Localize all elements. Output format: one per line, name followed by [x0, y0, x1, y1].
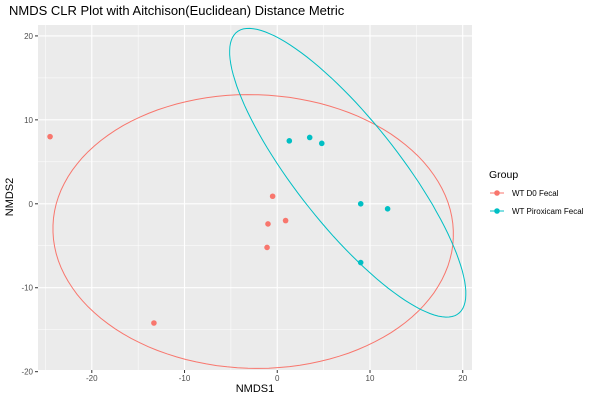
- data-point: [47, 133, 53, 140]
- legend-label: WT D0 Fecal: [512, 189, 559, 198]
- x-tick-label: 10: [366, 374, 375, 383]
- data-point: [282, 217, 289, 224]
- x-tick-label: 0: [275, 374, 280, 383]
- x-tick-label: 20: [458, 374, 467, 383]
- grid-major: [38, 25, 472, 373]
- legend-item: WT Piroxicam Fecal: [490, 207, 584, 216]
- confidence-ellipse: [229, 27, 467, 318]
- x-axis-title: NMDS1: [236, 383, 275, 395]
- data-point: [357, 259, 364, 266]
- legend-label: WT Piroxicam Fecal: [512, 207, 584, 216]
- x-tick-label: -10: [179, 374, 191, 383]
- data-point: [357, 200, 364, 207]
- x-axis-ticks: -20 -10 0 10 20: [86, 370, 468, 383]
- y-tick-label: -20: [21, 368, 33, 377]
- data-point: [269, 193, 276, 200]
- legend-key-point: [494, 208, 500, 214]
- y-axis-title: NMDS2: [4, 178, 16, 217]
- grid-minor: [38, 25, 472, 370]
- data-point: [384, 206, 391, 212]
- data-point: [318, 140, 325, 147]
- points: [47, 133, 391, 326]
- y-tick-label: 10: [24, 116, 33, 125]
- data-point: [286, 138, 293, 144]
- data-point: [306, 134, 313, 141]
- ellipses: [52, 27, 467, 369]
- legend-key-point: [494, 190, 500, 196]
- data-point: [151, 320, 157, 326]
- legend-item: WT D0 Fecal: [490, 189, 559, 198]
- legend: Group WT D0 Fecal WT Piroxicam Fecal: [489, 169, 584, 216]
- y-tick-label: 20: [24, 32, 33, 41]
- data-point: [265, 221, 271, 227]
- y-tick-label: 0: [29, 200, 34, 209]
- x-tick-label: -20: [86, 374, 98, 383]
- confidence-ellipse: [52, 94, 454, 369]
- chart-title: NMDS CLR Plot with Aitchison(Euclidean) …: [9, 3, 345, 18]
- legend-title: Group: [489, 169, 518, 181]
- plot-panel: [38, 25, 472, 370]
- data-point: [264, 244, 270, 251]
- y-axis-ticks: -20 -10 0 10 20: [21, 32, 38, 377]
- y-tick-label: -10: [21, 284, 33, 293]
